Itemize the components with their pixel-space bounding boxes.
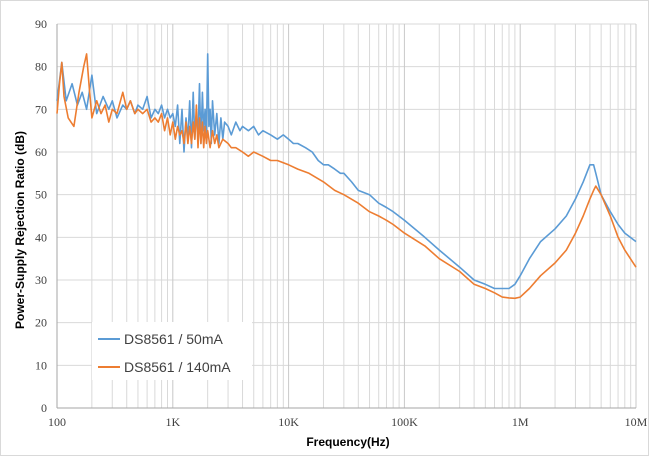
y-tick-label: 20 — [35, 316, 47, 330]
x-tick-label: 100 — [48, 415, 66, 429]
x-tick-label: 10K — [278, 415, 299, 429]
legend-label-series-2: DS8561 / 140mA — [124, 359, 231, 375]
x-tick-label: 1K — [165, 415, 180, 429]
series-line-2 — [56, 53, 637, 300]
y-tick-label: 40 — [35, 230, 47, 244]
x-tick-label: 1M — [512, 415, 529, 429]
series-line-1 — [56, 53, 637, 290]
y-tick-label: 60 — [35, 145, 47, 159]
x-axis-title: Frequency(Hz) — [306, 435, 389, 449]
x-tick-label: 100K — [391, 415, 418, 429]
legend-label-series-1: DS8561 / 50mA — [124, 331, 223, 347]
y-tick-label: 30 — [35, 273, 47, 287]
y-tick-label: 0 — [41, 401, 47, 415]
series-lines — [56, 53, 637, 300]
y-tick-label: 90 — [35, 17, 47, 31]
y-tick-label: 10 — [35, 358, 47, 372]
y-tick-label: 70 — [35, 102, 47, 116]
x-tick-label: 10M — [625, 415, 648, 429]
y-axis-title: Power-Supply Rejection Ratio (dB) — [13, 131, 27, 329]
legend: DS8561 / 50mA DS8561 / 140mA — [92, 322, 252, 380]
y-tick-label: 50 — [35, 188, 47, 202]
legend-box — [92, 322, 252, 380]
y-tick-label: 80 — [35, 60, 47, 74]
axes: 0 10 20 30 40 50 60 70 80 90 100 1K 10K 100K 1M 10M — [35, 17, 648, 429]
